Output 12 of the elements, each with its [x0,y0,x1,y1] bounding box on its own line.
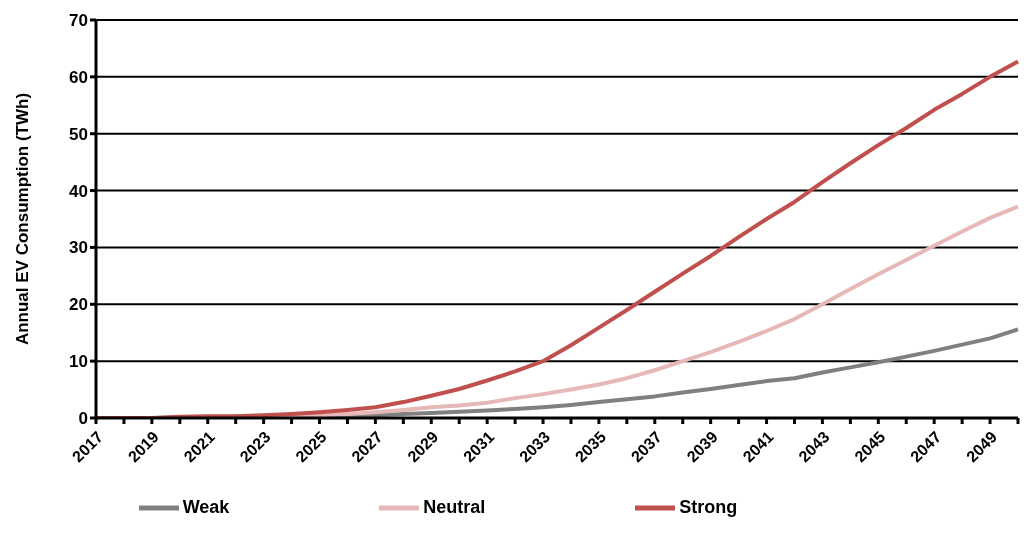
y-tick-label: 40 [69,181,88,201]
y-tick-label: 30 [69,238,88,258]
y-axis-title: Annual EV Consumption (TWh) [13,92,33,346]
legend-label: Weak [182,496,230,517]
legend-label: Neutral [423,496,486,517]
y-tick-label: 10 [69,352,88,372]
y-tick-label: 60 [69,67,88,87]
legend-label: Strong [679,496,738,517]
y-tick-label: 50 [69,124,88,144]
y-tick-label: 20 [69,295,88,315]
y-tick-label: 0 [78,409,88,429]
y-tick-label: 70 [69,11,88,31]
